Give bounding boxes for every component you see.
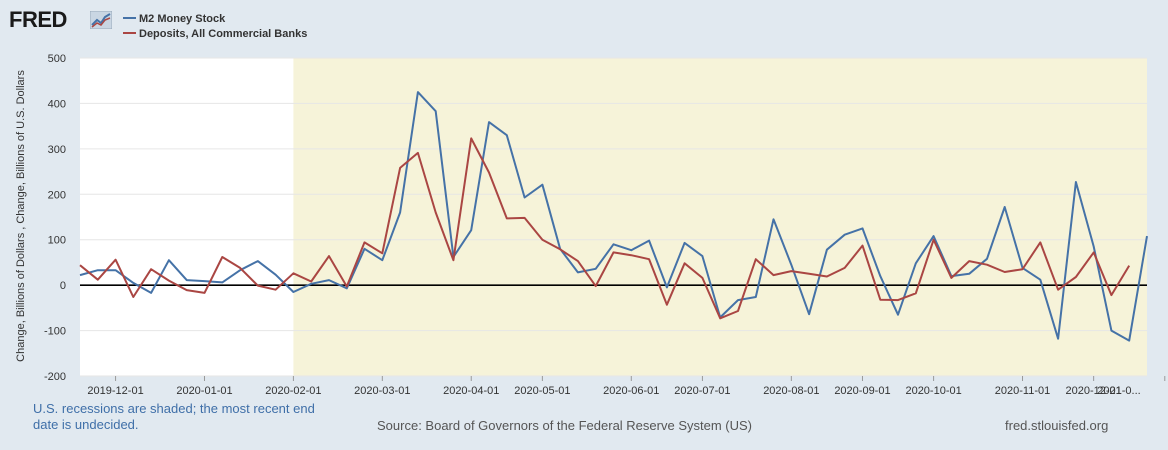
x-tick-label: 2020-04-01 <box>443 385 499 397</box>
legend-item-deposits[interactable]: Deposits, All Commercial Banks <box>123 27 307 42</box>
x-tick-label: 2020-08-01 <box>763 385 819 397</box>
x-tick-label: 2020-01-01 <box>176 385 232 397</box>
y-tick-label: 500 <box>48 53 66 65</box>
fred-graph-icon <box>90 11 112 29</box>
recession-shading <box>293 58 1147 376</box>
y-axis-ticks: 500 400 300 200 100 0 -100 -200 <box>44 53 66 383</box>
y-tick-label: 200 <box>48 189 66 201</box>
gridlines <box>80 57 1147 377</box>
legend-swatch-deposits <box>123 32 136 35</box>
x-tick-label: 2020-10-01 <box>905 385 961 397</box>
fred-url-link[interactable]: fred.stlouisfed.org <box>1005 418 1109 433</box>
x-tick-label: 2020-05-01 <box>514 385 570 397</box>
x-tick-label: 2019-12-01 <box>87 385 143 397</box>
series-line-deposits[interactable] <box>79 137 1131 320</box>
x-tick-label: 2020-02-01 <box>265 385 321 397</box>
series-line-m2[interactable] <box>79 91 1148 342</box>
chart-legend: M2 Money Stock Deposits, All Commercial … <box>123 12 307 42</box>
legend-item-m2[interactable]: M2 Money Stock <box>123 12 307 27</box>
x-tick-label: 2020-12-01 <box>1066 385 1122 397</box>
y-tick-label: -100 <box>44 326 66 338</box>
source-text: Source: Board of Governors of the Federa… <box>377 418 752 433</box>
y-tick-label: 400 <box>48 98 66 110</box>
y-tick-label: 300 <box>48 144 66 156</box>
y-axis-label: Change, Billions of Dollars , Change, Bi… <box>15 70 27 362</box>
legend-swatch-m2 <box>123 17 136 20</box>
x-tick-label: 2021-0... <box>1097 385 1140 397</box>
x-tick-label: 2020-06-01 <box>603 385 659 397</box>
fred-logo[interactable]: FRED <box>9 7 67 32</box>
legend-label-m2: M2 Money Stock <box>139 13 226 25</box>
x-tick-label: 2020-09-01 <box>834 385 890 397</box>
legend-label-deposits: Deposits, All Commercial Banks <box>139 28 308 40</box>
series-lines <box>79 91 1148 342</box>
x-tick-label: 2020-03-01 <box>354 385 410 397</box>
x-tick-label: 2020-11-01 <box>995 385 1050 397</box>
y-tick-label: -200 <box>44 371 66 383</box>
y-tick-label: 0 <box>60 280 66 292</box>
x-axis-ticks: 2019-12-01 2020-01-01 2020-02-01 2020-03-01… <box>87 376 1166 397</box>
y-tick-label: 100 <box>48 235 66 247</box>
x-tick-label: 2020-07-01 <box>674 385 730 397</box>
recession-note: U.S. recessions are shaded; the most rec… <box>33 401 315 432</box>
